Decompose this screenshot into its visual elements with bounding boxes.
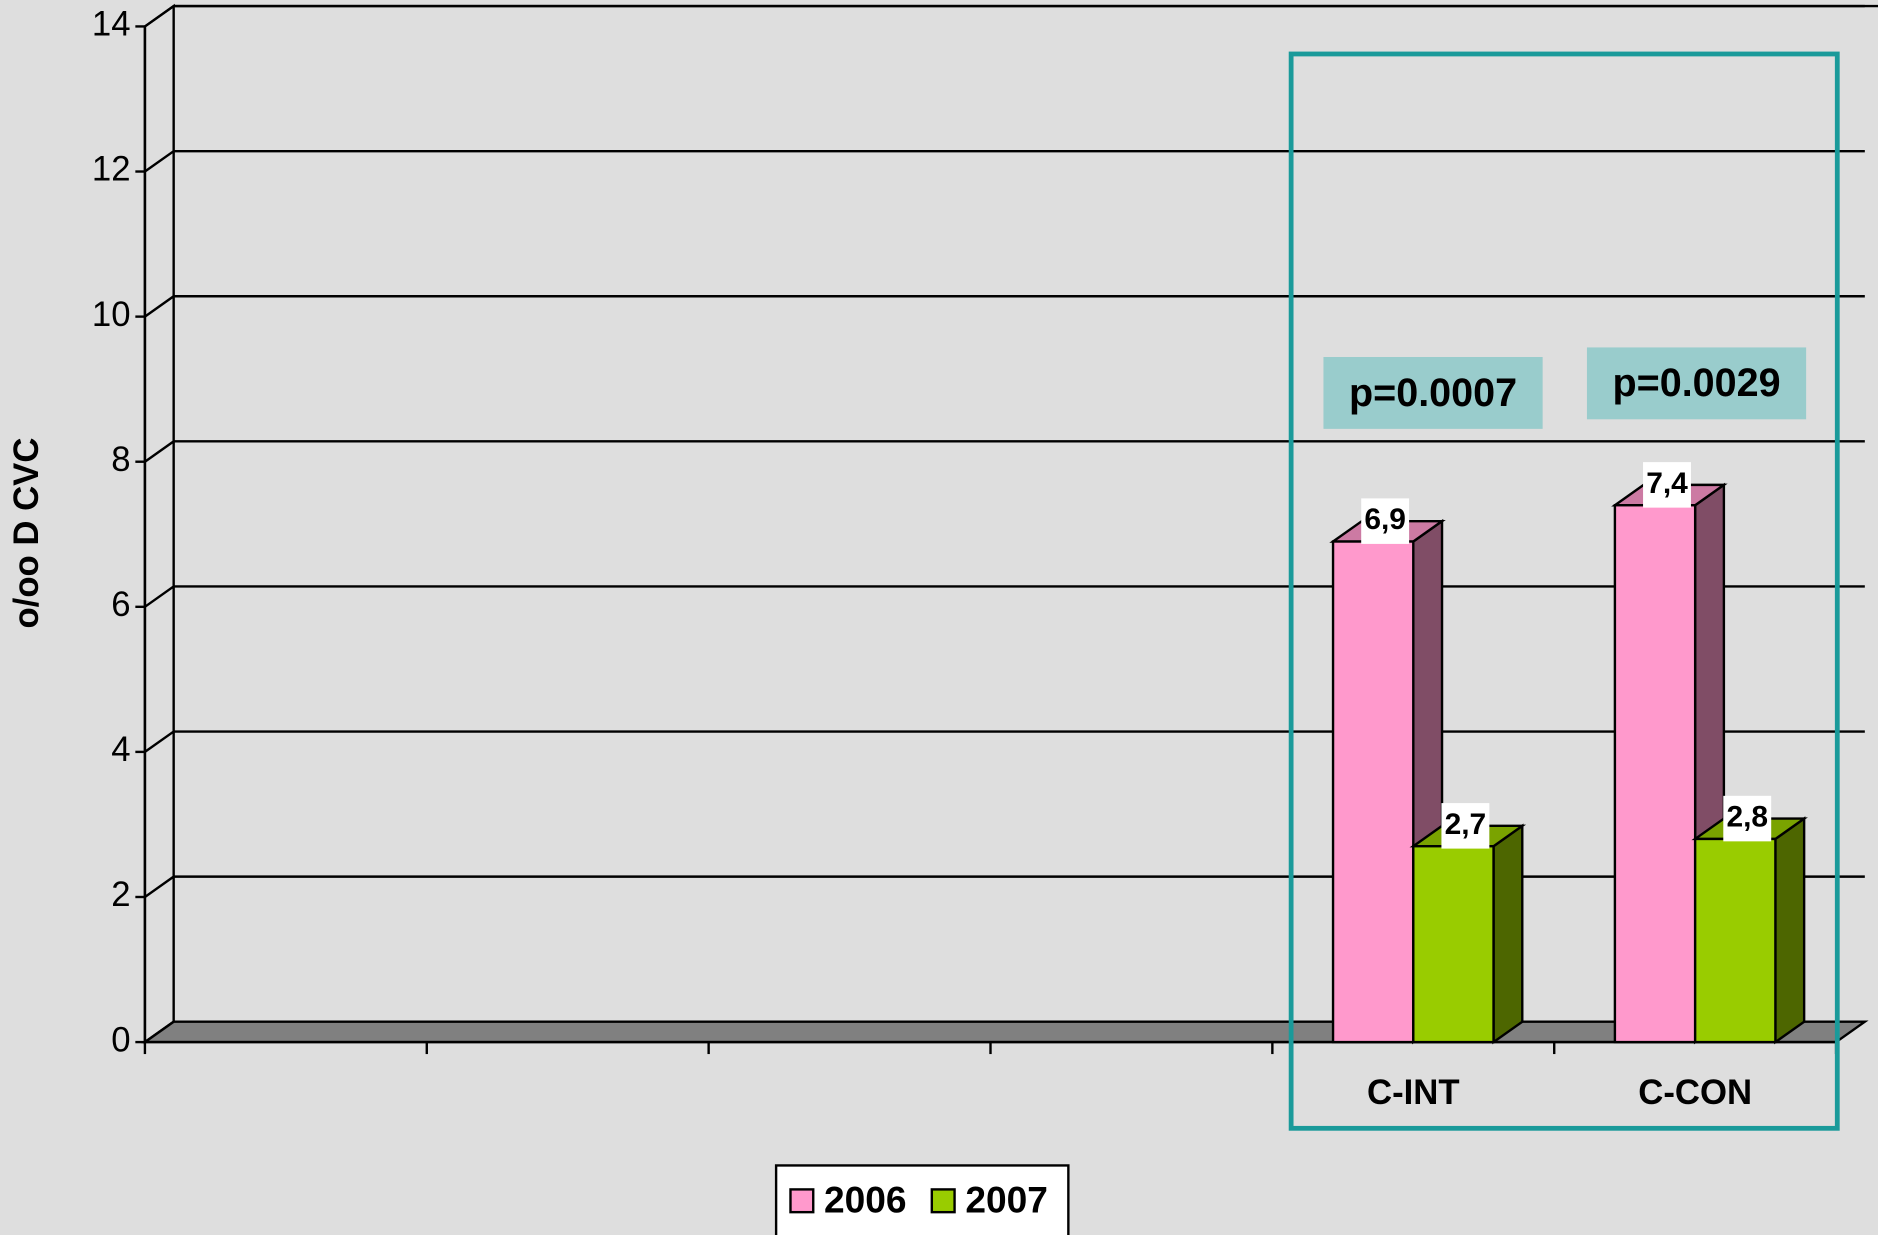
- annotation-box: [1323, 356, 1543, 429]
- value-label-box: [1643, 462, 1691, 508]
- value-label: 2,8: [1726, 801, 1768, 834]
- x-tick-label: C-INT: [1367, 1074, 1460, 1112]
- bar-front: [1613, 504, 1697, 1044]
- y-tick-label: 12: [92, 151, 131, 189]
- grid-line: [144, 440, 1865, 463]
- grid-line: [144, 730, 1865, 753]
- grid-line: [144, 295, 1865, 318]
- y-axis-label: o/oo D CVC: [8, 438, 46, 629]
- legend-box: [774, 1164, 1070, 1235]
- y-tick-label: 6: [111, 586, 130, 624]
- y-tick-label: 10: [92, 296, 131, 334]
- value-label: 7,4: [1646, 467, 1688, 500]
- grid-line: [144, 149, 1865, 173]
- grid-line: [144, 585, 1865, 608]
- y-tick-label: 2: [111, 876, 130, 914]
- y-tick-label: 8: [111, 441, 130, 479]
- y-tick-label: 0: [111, 1021, 130, 1059]
- bar-front: [1412, 845, 1495, 1044]
- grid-line: [144, 875, 1865, 898]
- bar-side: [1492, 823, 1524, 1045]
- value-label: 6,9: [1364, 503, 1406, 536]
- annotation-box: [1586, 347, 1807, 420]
- legend-swatch: [789, 1188, 815, 1214]
- bar-front: [1693, 837, 1777, 1044]
- annotation: p=0.0007: [1349, 371, 1517, 415]
- annotation: p=0.0029: [1613, 361, 1781, 405]
- value-label-box: [1361, 498, 1410, 544]
- bar-side: [1774, 816, 1806, 1045]
- bar: [1329, 518, 1446, 1045]
- bar-front: [1331, 540, 1415, 1044]
- value-label-box: [1723, 795, 1772, 842]
- floor: [141, 1020, 1869, 1044]
- legend-label: 2007: [965, 1178, 1048, 1220]
- x-tick-label: C-CON: [1638, 1074, 1752, 1112]
- bar: [1691, 816, 1808, 1045]
- value-label: 2,7: [1445, 808, 1487, 841]
- grid-line: [144, 4, 1865, 28]
- y-tick-label: 4: [111, 731, 130, 769]
- legend-swatch: [930, 1188, 956, 1214]
- bar: [1409, 823, 1527, 1045]
- legend-label: 2006: [824, 1178, 907, 1220]
- highlight-box: [1288, 51, 1840, 1131]
- value-label-box: [1441, 803, 1490, 849]
- y-tick-label: 14: [92, 6, 131, 44]
